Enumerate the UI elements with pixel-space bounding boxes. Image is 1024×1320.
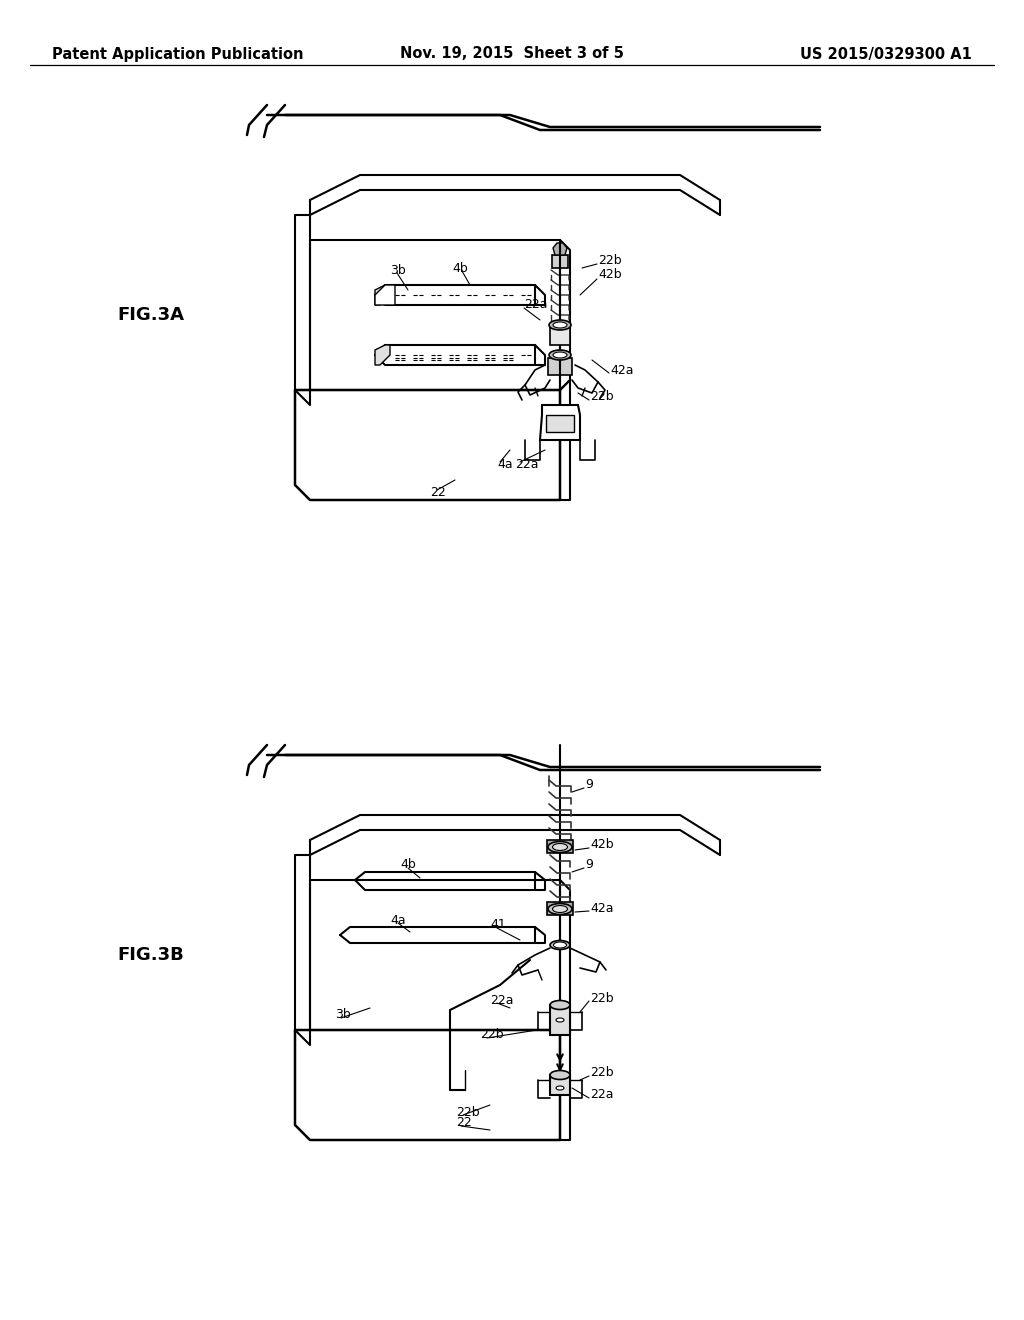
Polygon shape [375, 285, 390, 305]
Text: 42a: 42a [610, 363, 634, 376]
Text: 4a: 4a [497, 458, 513, 471]
Text: 22b: 22b [590, 1067, 613, 1080]
Polygon shape [548, 358, 572, 375]
Text: 22a: 22a [490, 994, 513, 1006]
Text: 4b: 4b [400, 858, 416, 871]
Polygon shape [375, 285, 395, 305]
Ellipse shape [556, 1086, 564, 1090]
Ellipse shape [549, 350, 571, 360]
Text: 3b: 3b [390, 264, 406, 276]
Text: 41: 41 [490, 919, 506, 932]
Polygon shape [547, 840, 573, 853]
Text: 22a: 22a [590, 1089, 613, 1101]
Ellipse shape [553, 352, 567, 358]
Text: 22a: 22a [524, 298, 548, 312]
Text: 3b: 3b [335, 1008, 351, 1022]
Ellipse shape [553, 906, 567, 912]
Text: 22: 22 [456, 1117, 472, 1130]
Polygon shape [550, 325, 570, 345]
Ellipse shape [548, 903, 572, 915]
Polygon shape [550, 1005, 570, 1035]
Text: FIG.3A: FIG.3A [117, 306, 184, 323]
Text: Nov. 19, 2015  Sheet 3 of 5: Nov. 19, 2015 Sheet 3 of 5 [400, 46, 624, 62]
Text: 42b: 42b [598, 268, 622, 281]
Text: 9: 9 [585, 779, 593, 792]
Text: FIG.3B: FIG.3B [117, 946, 183, 964]
Ellipse shape [548, 842, 572, 853]
Polygon shape [553, 243, 567, 255]
Ellipse shape [556, 1018, 564, 1022]
Polygon shape [550, 1074, 570, 1096]
Ellipse shape [550, 1071, 570, 1080]
Ellipse shape [550, 1001, 570, 1010]
Polygon shape [540, 405, 580, 440]
Text: 42b: 42b [590, 838, 613, 851]
Text: 22b: 22b [590, 391, 613, 404]
Polygon shape [546, 414, 574, 432]
Ellipse shape [549, 319, 571, 330]
Text: 22b: 22b [480, 1028, 504, 1041]
Text: US 2015/0329300 A1: US 2015/0329300 A1 [800, 46, 972, 62]
Text: Patent Application Publication: Patent Application Publication [52, 46, 303, 62]
Ellipse shape [553, 843, 567, 850]
Text: 22a: 22a [515, 458, 539, 471]
Text: 42a: 42a [590, 902, 613, 915]
Polygon shape [547, 902, 573, 915]
Ellipse shape [550, 940, 570, 949]
Text: 4b: 4b [452, 261, 468, 275]
Text: 9: 9 [585, 858, 593, 871]
Polygon shape [552, 255, 568, 268]
Text: 22b: 22b [598, 253, 622, 267]
Ellipse shape [553, 322, 567, 327]
Text: 22b: 22b [590, 991, 613, 1005]
Text: 4a: 4a [390, 913, 406, 927]
Text: 22b: 22b [456, 1106, 479, 1118]
Ellipse shape [554, 942, 566, 948]
Text: 22: 22 [430, 486, 445, 499]
Polygon shape [375, 345, 390, 366]
